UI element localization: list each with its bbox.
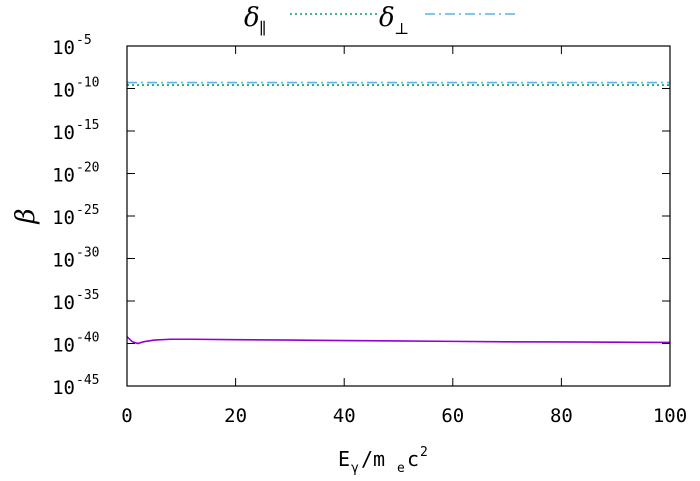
y-tick-exponent: -15 bbox=[76, 118, 99, 133]
y-axis-label: β bbox=[11, 208, 41, 224]
x-axis-label-part: e bbox=[397, 461, 405, 476]
y-tick-label: 10 bbox=[52, 207, 75, 229]
y-tick-label: 10 bbox=[52, 250, 75, 272]
series-line-2 bbox=[126, 336, 671, 345]
y-tick-label: 10 bbox=[52, 335, 75, 357]
x-tick-label: 0 bbox=[121, 405, 132, 427]
x-axis-label-part: 2 bbox=[420, 445, 428, 460]
y-tick-exponent: -40 bbox=[76, 331, 99, 346]
legend-label-sub: ∥ bbox=[259, 19, 266, 38]
y-tick-exponent: -45 bbox=[76, 373, 99, 388]
x-axis-label-part: E bbox=[338, 447, 350, 471]
y-tick-exponent: -35 bbox=[76, 288, 99, 303]
y-tick-label: 10 bbox=[52, 165, 75, 187]
y-tick-label: 10 bbox=[52, 37, 75, 59]
x-axis-label-part: γ bbox=[351, 461, 359, 476]
axis-labels: β E γ/m e c 2 bbox=[11, 208, 428, 476]
x-axis-label-part: /m bbox=[361, 447, 385, 471]
x-tick-label: 20 bbox=[224, 405, 247, 427]
legend: δ ∥ δ ⊥ bbox=[244, 3, 515, 38]
y-tick-label: 10 bbox=[52, 377, 75, 399]
y-tick-exponent: -5 bbox=[76, 33, 92, 48]
y-tick-label: 10 bbox=[52, 122, 75, 144]
x-tick-label: 80 bbox=[550, 405, 573, 427]
x-axis-label-part: c bbox=[407, 447, 419, 471]
legend-label: δ bbox=[379, 3, 395, 33]
y-tick-exponent: -20 bbox=[76, 161, 99, 176]
y-tick-label: 10 bbox=[52, 80, 75, 102]
x-tick-label: 40 bbox=[333, 405, 356, 427]
y-tick-exponent: -25 bbox=[76, 203, 99, 218]
y-tick-exponent: -30 bbox=[76, 246, 99, 261]
legend-label: δ bbox=[244, 3, 260, 33]
legend-item-1: δ ⊥ bbox=[379, 3, 515, 38]
series-layer bbox=[126, 81, 671, 345]
plot-frame bbox=[126, 45, 671, 387]
y-tick-exponent: -10 bbox=[76, 76, 99, 91]
x-tick-label: 100 bbox=[653, 405, 687, 427]
x-tick-label: 60 bbox=[441, 405, 464, 427]
legend-label-sub: ⊥ bbox=[394, 19, 409, 38]
y-tick-label: 10 bbox=[52, 292, 75, 314]
legend-item-0: δ ∥ bbox=[244, 3, 380, 38]
